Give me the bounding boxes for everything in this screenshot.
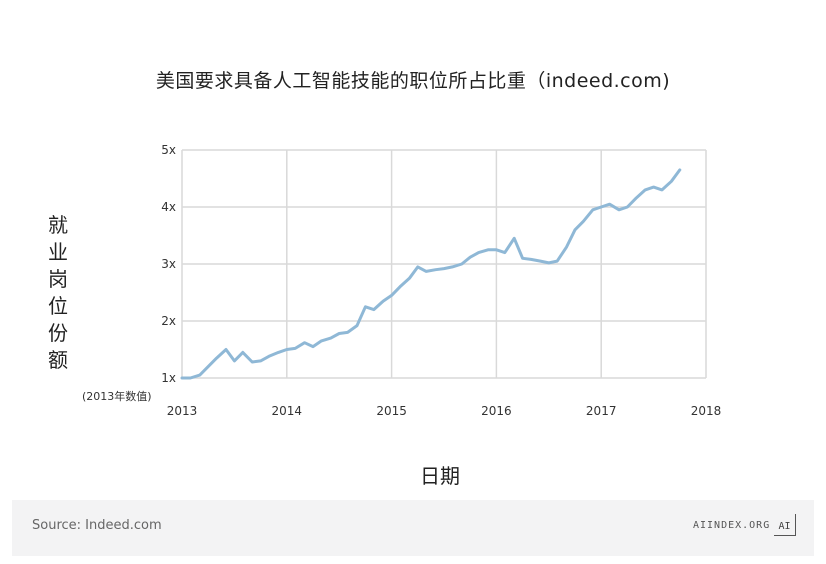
x-tick-label: 2013 [167,404,198,418]
grid-lines [181,149,707,379]
brand-logo: AI [774,514,796,536]
line-chart: 1x 2x 3x 4x 5x 2013 2014 2015 2016 2017 2018 (201… [82,143,722,418]
y-tick-label: 2x [161,314,176,328]
series-line [180,168,682,380]
x-tick-label: 2016 [481,404,512,418]
y-base-note: (2013年数值) [82,389,152,403]
y-tick-label: 1x [161,371,176,385]
footer-bar [12,500,814,556]
x-axis-label: 日期 [420,464,460,488]
x-tick-label: 2014 [272,404,303,418]
y-axis-label: 就业岗位份额 [48,213,68,372]
source-text: Source: Indeed.com [32,518,162,533]
y-tick-label: 4x [161,200,176,214]
y-tick-labels: 1x 2x 3x 4x 5x [161,143,176,385]
chart-card [12,8,814,556]
series-group [180,168,682,380]
chart-title: 美国要求具备人工智能技能的职位所占比重（indeed.com) [155,70,671,92]
x-tick-label: 2018 [691,404,722,418]
x-tick-labels: 2013 2014 2015 2016 2017 2018 [167,404,722,418]
x-tick-label: 2017 [586,404,617,418]
y-tick-label: 5x [161,143,176,157]
x-tick-label: 2015 [376,404,407,418]
y-tick-label: 3x [161,257,176,271]
brand-text: AIINDEX.ORG [693,520,771,531]
